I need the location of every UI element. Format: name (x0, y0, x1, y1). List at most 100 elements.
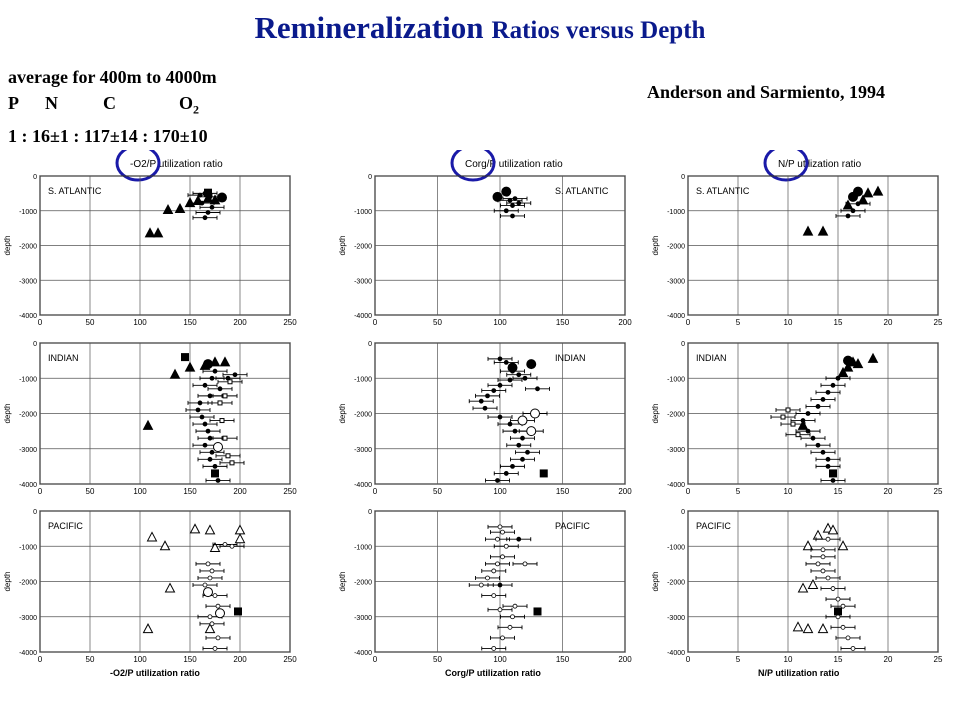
region-label: INDIAN (696, 353, 727, 363)
x-tick-label: 20 (884, 655, 893, 664)
dot-marker (495, 536, 500, 542)
x-tick-label: 250 (283, 487, 297, 496)
y-tick-label: 0 (368, 174, 372, 181)
x-axis-label: N/P utilization ratio (758, 668, 840, 678)
triangle-marker (802, 225, 814, 236)
dot-marker (497, 382, 503, 388)
x-tick-label: 15 (834, 318, 843, 327)
dot-marker (525, 449, 530, 455)
x-tick-label: 0 (686, 487, 691, 496)
x-tick-label: 0 (686, 318, 691, 327)
square-marker (204, 188, 212, 197)
x-tick-label: 25 (934, 487, 943, 496)
dot-marker (205, 210, 211, 215)
dot-marker (510, 368, 515, 374)
square-marker (227, 379, 233, 385)
dot-marker (209, 621, 215, 627)
y-tick-label: -1000 (19, 376, 37, 383)
dot-marker (500, 554, 505, 560)
x-tick-label: 50 (433, 318, 442, 327)
triangle-marker (142, 419, 154, 430)
triangle-marker (189, 523, 201, 534)
panel-s-atlantic: 0 50 100 150 200 250 0 -1000 -2000 -3000 -4000 dept… (3, 174, 297, 327)
dot-marker (209, 568, 215, 574)
region-label: INDIAN (48, 353, 79, 363)
y-tick-label: -4000 (19, 650, 37, 657)
x-tick-label: 25 (934, 318, 943, 327)
chart-column-2: Corg/P utilization ratio 0 50 100 150 200 0 -10… (338, 150, 632, 678)
square-marker (785, 407, 791, 413)
x-tick-label: 0 (373, 318, 378, 327)
y-axis-label: depth (651, 235, 660, 255)
panel-indian: 0 50 100 150 200 250 0 -1000 -2000 -3000 -4000 dept… (3, 341, 297, 496)
x-tick-label: 150 (556, 487, 570, 496)
dot-marker (520, 435, 525, 441)
x-tick-label: 100 (133, 655, 147, 664)
triangle-marker (792, 621, 804, 632)
dot-marker (199, 200, 205, 206)
dot-marker (500, 529, 505, 535)
title-sub: Ratios versus Depth (491, 17, 706, 44)
dot-marker (209, 204, 215, 210)
dot-marker (212, 463, 218, 469)
dot-marker (800, 418, 806, 423)
dot-marker (482, 405, 488, 411)
y-tick-label: -4000 (354, 482, 372, 489)
dot-marker (522, 561, 528, 567)
x-tick-label: 20 (884, 487, 893, 496)
chart-column-3: N/P utilization ratio 0 5 10 15 20 25 0 -1000 -20… (651, 150, 943, 678)
y-tick-label: 0 (368, 509, 372, 516)
y-tick-label: -3000 (667, 447, 685, 454)
y-tick-label: -4000 (354, 650, 372, 657)
y-tick-label: -4000 (667, 482, 685, 489)
circle-marker (843, 355, 853, 366)
square-marker (225, 453, 231, 459)
x-tick-label: 200 (233, 655, 247, 664)
dot-marker (516, 372, 522, 378)
x-tick-label: 15 (834, 487, 843, 496)
region-label: S. ATLANTIC (48, 186, 102, 196)
y-tick-label: -1000 (667, 209, 685, 216)
triangle-marker (234, 533, 246, 544)
triangle-marker (209, 194, 221, 205)
triangle-marker (817, 623, 829, 634)
element-c: C (103, 93, 117, 113)
y-axis-label: depth (3, 235, 12, 255)
y-tick-label: -4000 (667, 650, 685, 657)
x-tick-label: 50 (86, 655, 95, 664)
triangle-marker (802, 540, 814, 551)
y-tick-label: -3000 (667, 278, 685, 285)
y-tick-label: -2000 (354, 244, 372, 251)
x-tick-label: 10 (784, 318, 793, 327)
x-tick-label: 0 (38, 318, 43, 327)
title-main: Remineralization (254, 10, 484, 45)
y-axis-label: depth (338, 235, 347, 255)
dot-marker (535, 386, 540, 392)
dot-marker (207, 575, 213, 581)
x-tick-label: 150 (556, 655, 570, 664)
dot-marker (855, 201, 861, 207)
dot-marker (820, 554, 826, 560)
triangle-marker (184, 361, 196, 372)
square-marker (834, 607, 842, 616)
highlight-circle (450, 150, 496, 182)
x-tick-label: 50 (433, 487, 442, 496)
panel-indian: 0 5 10 15 20 25 0 -1000 -2000 -3000 -4000 depth INDI… (651, 341, 943, 496)
x-tick-label: 5 (736, 655, 741, 664)
dot-marker (495, 561, 500, 567)
triangle-marker (204, 623, 216, 634)
square-marker (780, 414, 786, 420)
dot-marker (820, 568, 826, 574)
panel-s-atlantic: 0 5 10 15 20 25 0 -1000 -2000 -3000 -4000 depth S. A… (651, 174, 943, 327)
triangle-marker (872, 185, 884, 196)
y-tick-label: -3000 (354, 447, 372, 454)
y-axis-label: depth (338, 403, 347, 423)
triangle-marker (842, 361, 854, 372)
dot-marker (815, 561, 821, 567)
y-tick-label: -4000 (19, 482, 37, 489)
y-tick-label: -3000 (19, 615, 37, 622)
highlight-circle (115, 150, 161, 182)
y-tick-label: 0 (33, 341, 37, 348)
